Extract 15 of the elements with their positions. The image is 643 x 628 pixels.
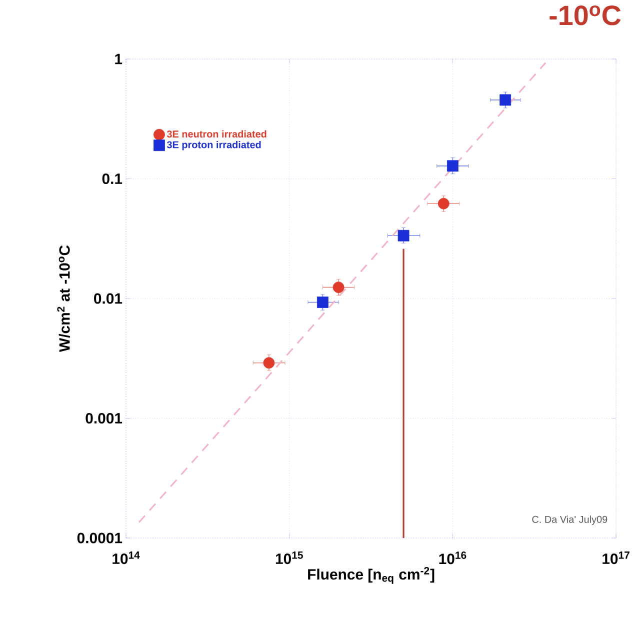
legend-label: 3E neutron irradiated [166, 130, 266, 138]
legend-label: 3E proton irradiated [166, 140, 261, 150]
y-tick-label: 0.001 [86, 412, 122, 424]
x-tick-label: 10$^{17}$ [602, 552, 630, 564]
x-tick-label: 10$^{15}$ [276, 552, 303, 564]
y-axis-title: W/cm$^{2}$ at -10$^{o}$C [57, 245, 70, 352]
annotation: C. Da Via' July09 [532, 516, 608, 525]
x-tick-label: 10$^{14}$ [112, 552, 140, 564]
y-tick-label: 0.01 [94, 293, 122, 304]
chart-title: -10$^{o}$C [550, 6, 621, 26]
y-tick-label: 0.1 [102, 173, 122, 184]
x-axis-title: Fluence [n$_{eq}$ cm$^{-2}$] [308, 567, 434, 584]
y-tick-label: 0.0001 [77, 532, 122, 544]
y-tick-label: 1 [115, 54, 122, 64]
x-tick-label: 10$^{16}$ [439, 552, 466, 564]
